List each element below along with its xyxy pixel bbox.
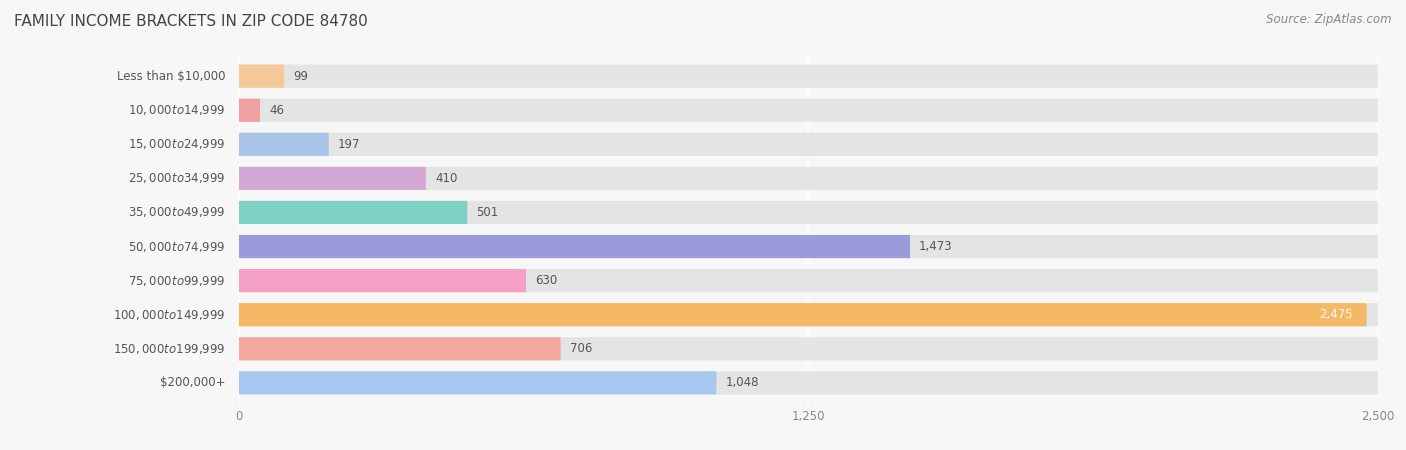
FancyBboxPatch shape	[239, 99, 1378, 122]
Text: 99: 99	[294, 70, 308, 83]
Text: 1,048: 1,048	[725, 376, 759, 389]
FancyBboxPatch shape	[239, 235, 1378, 258]
Text: $35,000 to $49,999: $35,000 to $49,999	[128, 206, 225, 220]
Text: $50,000 to $74,999: $50,000 to $74,999	[128, 239, 225, 253]
Text: 630: 630	[536, 274, 557, 287]
FancyBboxPatch shape	[239, 64, 284, 88]
Text: 46: 46	[269, 104, 284, 117]
Text: $150,000 to $199,999: $150,000 to $199,999	[112, 342, 225, 356]
Text: 706: 706	[569, 342, 592, 355]
FancyBboxPatch shape	[239, 269, 1378, 292]
FancyBboxPatch shape	[239, 167, 426, 190]
Text: $200,000+: $200,000+	[160, 376, 225, 389]
FancyBboxPatch shape	[239, 133, 329, 156]
FancyBboxPatch shape	[239, 303, 1367, 326]
Text: 1,473: 1,473	[920, 240, 953, 253]
Text: 2,475: 2,475	[1319, 308, 1353, 321]
Text: $25,000 to $34,999: $25,000 to $34,999	[128, 171, 225, 185]
FancyBboxPatch shape	[239, 167, 1378, 190]
FancyBboxPatch shape	[239, 303, 1378, 326]
Text: $10,000 to $14,999: $10,000 to $14,999	[128, 103, 225, 117]
FancyBboxPatch shape	[239, 133, 1378, 156]
Text: 197: 197	[337, 138, 360, 151]
Text: 501: 501	[477, 206, 499, 219]
Text: Less than $10,000: Less than $10,000	[117, 70, 225, 83]
FancyBboxPatch shape	[239, 269, 526, 292]
FancyBboxPatch shape	[239, 64, 1378, 88]
Text: Source: ZipAtlas.com: Source: ZipAtlas.com	[1267, 14, 1392, 27]
FancyBboxPatch shape	[239, 337, 561, 360]
FancyBboxPatch shape	[239, 99, 260, 122]
FancyBboxPatch shape	[239, 371, 1378, 395]
Text: $15,000 to $24,999: $15,000 to $24,999	[128, 137, 225, 151]
Text: FAMILY INCOME BRACKETS IN ZIP CODE 84780: FAMILY INCOME BRACKETS IN ZIP CODE 84780	[14, 14, 368, 28]
FancyBboxPatch shape	[239, 337, 1378, 360]
FancyBboxPatch shape	[239, 201, 467, 224]
FancyBboxPatch shape	[239, 235, 910, 258]
Text: 410: 410	[434, 172, 457, 185]
Text: $75,000 to $99,999: $75,000 to $99,999	[128, 274, 225, 288]
FancyBboxPatch shape	[239, 371, 717, 395]
FancyBboxPatch shape	[239, 201, 1378, 224]
Text: $100,000 to $149,999: $100,000 to $149,999	[112, 308, 225, 322]
